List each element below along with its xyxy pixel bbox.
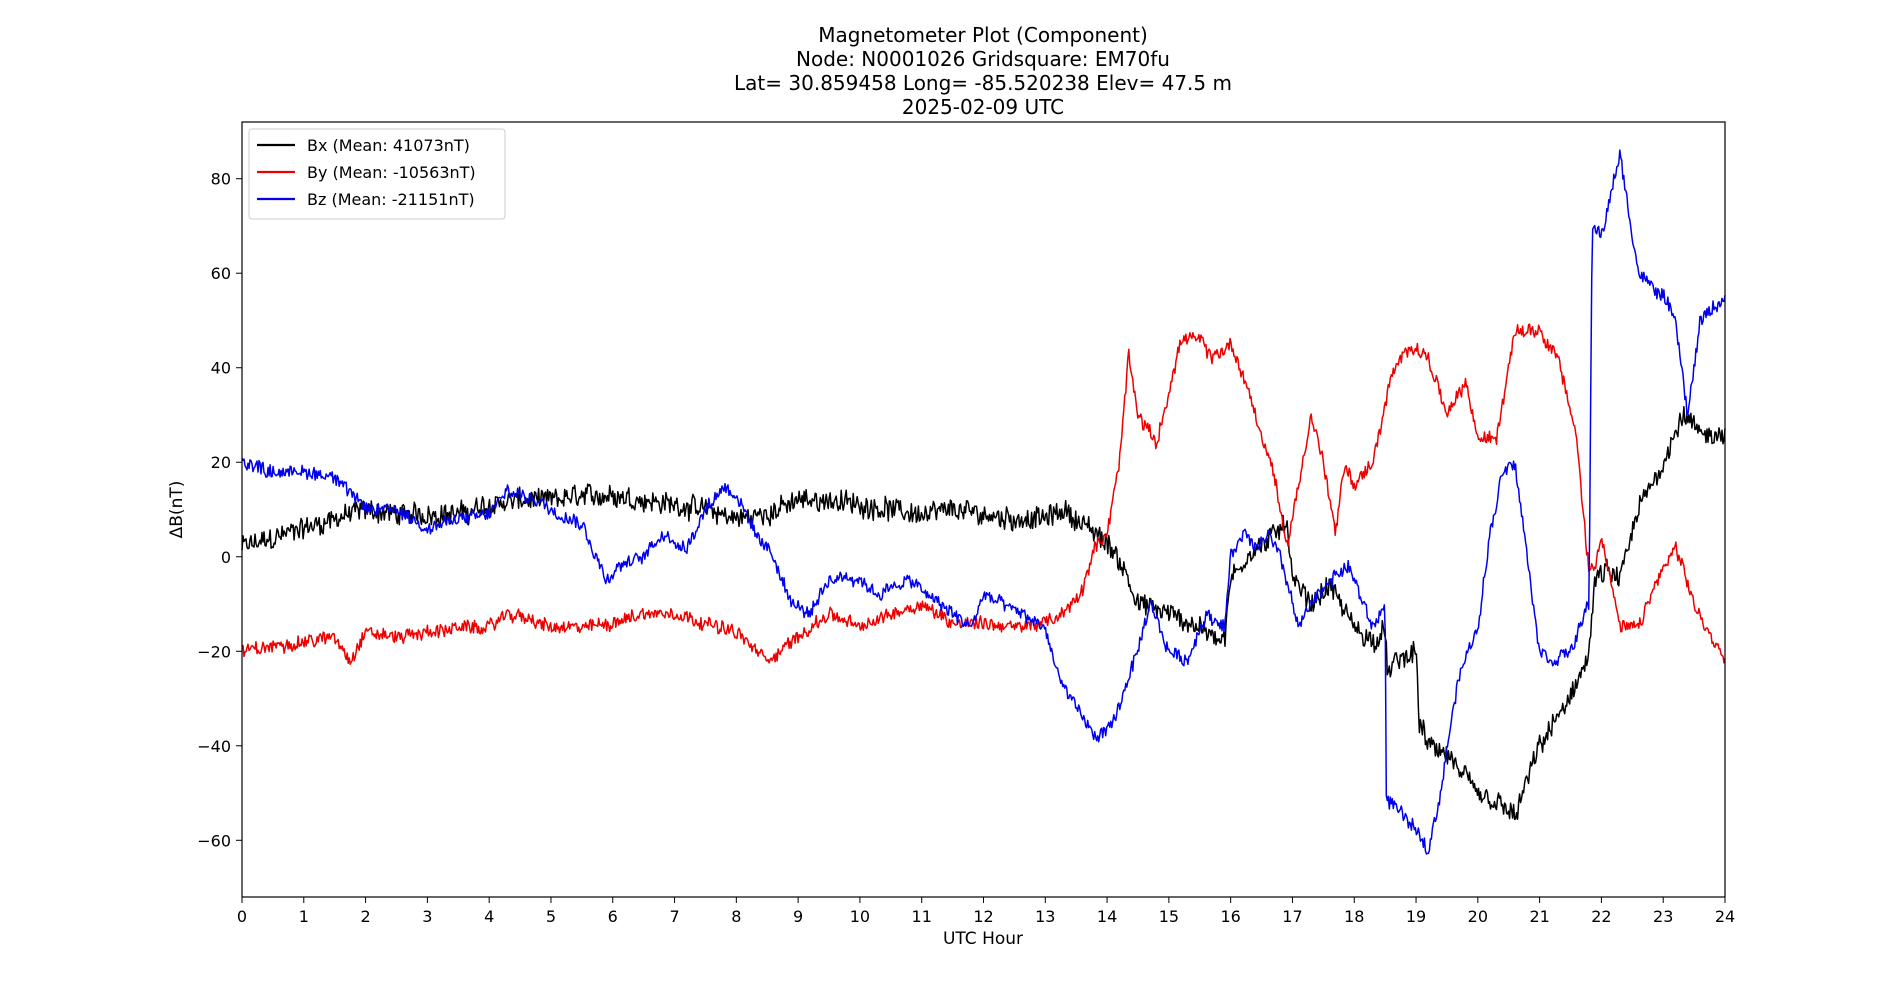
chart-title: Magnetometer Plot (Component) Node: N000… bbox=[734, 23, 1232, 119]
x-tick-label: 16 bbox=[1220, 907, 1240, 926]
title-line-1: Magnetometer Plot (Component) bbox=[818, 23, 1148, 47]
y-tick-label: 20 bbox=[211, 453, 231, 472]
y-tick-label: 40 bbox=[211, 359, 231, 378]
x-tick-label: 0 bbox=[237, 907, 247, 926]
x-tick-label: 3 bbox=[422, 907, 432, 926]
x-tick-label: 9 bbox=[793, 907, 803, 926]
x-tick-label: 17 bbox=[1282, 907, 1302, 926]
y-tick-label: −60 bbox=[197, 831, 231, 850]
series-line-bx bbox=[241, 405, 1726, 821]
x-tick-label: 19 bbox=[1406, 907, 1426, 926]
y-axis-label: ΔB(nT) bbox=[167, 481, 187, 539]
legend-label-bx: Bx (Mean: 41073nT) bbox=[307, 136, 470, 155]
x-tick-label: 12 bbox=[973, 907, 993, 926]
x-axis-label: UTC Hour bbox=[943, 929, 1023, 949]
title-line-4: 2025-02-09 UTC bbox=[902, 95, 1064, 119]
x-tick-label: 7 bbox=[669, 907, 679, 926]
legend-label-bz: Bz (Mean: -21151nT) bbox=[307, 190, 475, 209]
legend: Bx (Mean: 41073nT) By (Mean: -10563nT) B… bbox=[248, 128, 506, 220]
title-line-2: Node: N0001026 Gridsquare: EM70fu bbox=[796, 47, 1170, 71]
series-layer bbox=[241, 149, 1726, 855]
y-tick-label: −20 bbox=[197, 642, 231, 661]
legend-box bbox=[248, 128, 506, 220]
x-tick-label: 13 bbox=[1035, 907, 1055, 926]
x-tick-label: 8 bbox=[731, 907, 741, 926]
x-tick-label: 6 bbox=[608, 907, 618, 926]
x-tick-label: 5 bbox=[546, 907, 556, 926]
title-line-3: Lat= 30.859458 Long= -85.520238 Elev= 47… bbox=[734, 71, 1232, 95]
x-tick-label: 23 bbox=[1653, 907, 1673, 926]
x-tick-label: 21 bbox=[1529, 907, 1549, 926]
x-tick-label: 10 bbox=[850, 907, 870, 926]
y-tick-label: 0 bbox=[221, 548, 231, 567]
x-tick-label: 2 bbox=[360, 907, 370, 926]
x-tick-label: 18 bbox=[1344, 907, 1364, 926]
x-tick-label: 22 bbox=[1591, 907, 1611, 926]
y-tick-label: −40 bbox=[197, 737, 231, 756]
x-tick-label: 15 bbox=[1159, 907, 1179, 926]
x-tick-label: 11 bbox=[912, 907, 932, 926]
x-tick-label: 20 bbox=[1468, 907, 1488, 926]
x-tick-label: 4 bbox=[484, 907, 494, 926]
plot-frame bbox=[241, 121, 1726, 898]
x-tick-label: 14 bbox=[1097, 907, 1117, 926]
x-tick-label: 24 bbox=[1715, 907, 1735, 926]
x-tick-label: 1 bbox=[299, 907, 309, 926]
y-tick-label: 80 bbox=[211, 170, 231, 189]
legend-label-by: By (Mean: -10563nT) bbox=[307, 163, 476, 182]
axes-layer: 0 1 2 3 4 5 6 7 8 9 10 11 12 13 14 15 16 17 18 19 20 21 22 23 24… bbox=[197, 170, 1735, 926]
series-line-bz bbox=[241, 149, 1726, 855]
y-tick-label: 60 bbox=[211, 264, 231, 283]
series-line-by bbox=[241, 323, 1726, 665]
